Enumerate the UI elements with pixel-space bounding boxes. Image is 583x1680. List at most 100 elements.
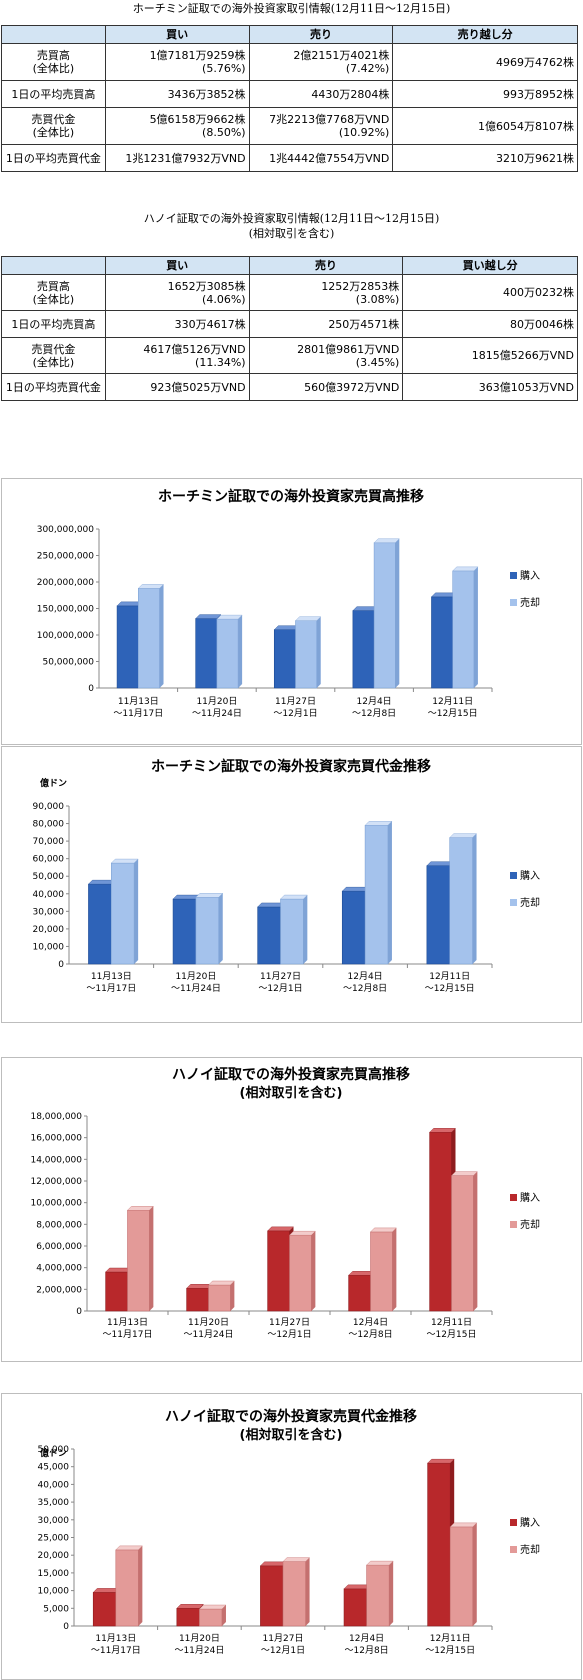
y-tick-label: 2,000,000 [36, 1285, 82, 1295]
y-tick-label: 50,000,000 [42, 658, 94, 668]
chart-title: ハノイ証取での海外投資家売買代金推移 [165, 1408, 417, 1425]
bar-top [280, 894, 308, 900]
legend-swatch [510, 1194, 517, 1201]
buy-bar [92, 1592, 117, 1627]
x-tick-label: 11月20日 [196, 696, 237, 707]
buy-bar [352, 610, 375, 689]
buy-bar [426, 865, 451, 965]
x-tick-label: ～12月1日 [261, 1645, 305, 1656]
net-cell: 1815億5266万VND [402, 337, 578, 374]
hcm-volume-chart: ホーチミン証取での海外投資家売買高推移 0 50,000,000 100,000,00… [1, 478, 582, 745]
y-tick-label: 20,000 [33, 925, 65, 935]
bar-side [389, 1561, 394, 1626]
sell-bar [366, 1564, 390, 1627]
bar-side [305, 1557, 310, 1626]
x-tick-label: 11月27日 [260, 971, 301, 982]
x-tick-label: ～12月1日 [258, 983, 302, 994]
bar-top [216, 614, 243, 620]
bar-side [134, 859, 139, 964]
y-tick-label: 10,000 [33, 942, 65, 952]
buy-cell: 4617億5126万VND (11.34%) [104, 337, 250, 374]
x-tick-label: 11月20日 [179, 1633, 220, 1644]
header-cell: 売り [248, 25, 394, 44]
sell-bar [289, 1234, 312, 1312]
buy-cell: 3436万3852株 [104, 80, 250, 108]
x-tick-label: ～12月15日 [425, 983, 475, 994]
sell-bar [449, 1526, 474, 1627]
table-row: 1日の平均売買代金 923億5025万VND 560億3972万VND 363億… [1, 373, 578, 401]
bar-top [429, 1128, 456, 1133]
bar-top [195, 614, 222, 619]
bar-top [208, 1280, 235, 1286]
header-cell [1, 25, 106, 44]
bar-side [159, 584, 164, 688]
y-tick-label: 35,000 [38, 1498, 70, 1508]
y-tick-label: 0 [76, 1307, 82, 1317]
chart-svg: ハノイ証取での海外投資家売買代金推移 (相対取引を含む) 億ドン 0 5,000 10,0… [38, 1408, 541, 1656]
bar-top [364, 821, 393, 826]
table-row: 売買代金 (全体比) 4617億5126万VND (11.34%) 2801億986… [1, 337, 578, 374]
bar-top [195, 893, 224, 898]
x-tick-label: 11月13日 [91, 971, 132, 982]
sell-cell: 2801億9861万VND (3.45%) [248, 337, 404, 374]
net-cell: 363億1053万VND [402, 373, 578, 401]
buy-cell: 1億7181万9259株 (5.76%) [104, 43, 250, 81]
x-tick-label: 12月11日 [429, 971, 470, 982]
y-tick-label: 4,000,000 [36, 1264, 82, 1274]
x-tick-label: 11月27日 [269, 1317, 310, 1328]
bar-side [238, 615, 243, 688]
sell-cell: 2億2151万4021株 (7.42%) [248, 43, 394, 81]
chart-subtitle: (相対取引を含む) [240, 1085, 343, 1101]
x-tick-label: ～12月15日 [428, 708, 478, 719]
bar-top [449, 1522, 478, 1528]
legend-swatch [510, 1546, 517, 1553]
sell-bar [451, 1175, 474, 1312]
y-tick-label: 0 [88, 684, 94, 694]
bar-side [303, 895, 308, 964]
x-tick-label: 12月4日 [353, 1317, 388, 1328]
table-row: 売買高 (全体比) 1652万3085株 (4.06%) 1252万2853株 (3.… [1, 274, 578, 311]
sell-bar [199, 1608, 223, 1627]
bar-top [115, 1545, 143, 1551]
x-tick-label: 12月11日 [432, 696, 473, 707]
hn-table-title: ハノイ証取での海外投資家取引情報(12月11日～12月15日) [143, 212, 440, 225]
y-tick-label: 0 [63, 1622, 69, 1632]
x-tick-label: 11月20日 [188, 1317, 229, 1328]
sell-bar [452, 570, 475, 689]
y-unit-label: 億ドン [40, 1447, 67, 1459]
header-cell: 売り [248, 256, 404, 275]
y-tick-label: 30,000 [38, 1516, 70, 1526]
y-tick-label: 15,000 [38, 1569, 70, 1579]
hn-trading-table: 買い 売り 買い越し分 売買高 (全体比) 1652万3085株 (4.06%) 1… [1, 256, 578, 401]
legend-label: 売却 [520, 596, 540, 609]
bar-top [282, 1557, 311, 1562]
buy-cell: 923億5025万VND [104, 373, 250, 401]
bar-top [137, 584, 165, 589]
y-tick-label: 10,000,000 [30, 1199, 82, 1209]
x-tick-label: ～12月1日 [267, 1329, 311, 1340]
hcm-table-title: ホーチミン証取での海外投資家取引情報(12月11日～12月15日) [132, 2, 451, 15]
sell-bar [373, 542, 396, 689]
buy-bar [172, 898, 197, 965]
row-label: 1日の平均売買高 [1, 80, 106, 108]
legend-swatch [510, 1519, 517, 1526]
bar-top [370, 1227, 397, 1233]
legend-swatch [510, 572, 517, 579]
row-label: 1日の平均売買高 [1, 310, 106, 338]
buy-cell: 330万4617株 [104, 310, 250, 338]
x-tick-label: 11月27日 [275, 696, 316, 707]
sell-bar [127, 1209, 150, 1312]
x-tick-label: ～12月1日 [273, 708, 317, 719]
bar-side [472, 1522, 477, 1626]
x-tick-label: 12月11日 [430, 1633, 471, 1644]
bar-top [289, 1230, 316, 1236]
header-cell: 買い [104, 25, 250, 44]
legend-swatch [510, 599, 517, 606]
sell-cell: 560億3972万VND [248, 373, 404, 401]
y-tick-label: 6,000,000 [36, 1242, 82, 1252]
bar-side [473, 1171, 478, 1311]
x-tick-label: 12月4日 [348, 971, 383, 982]
bar-side [473, 566, 478, 688]
bar-top [295, 616, 322, 621]
